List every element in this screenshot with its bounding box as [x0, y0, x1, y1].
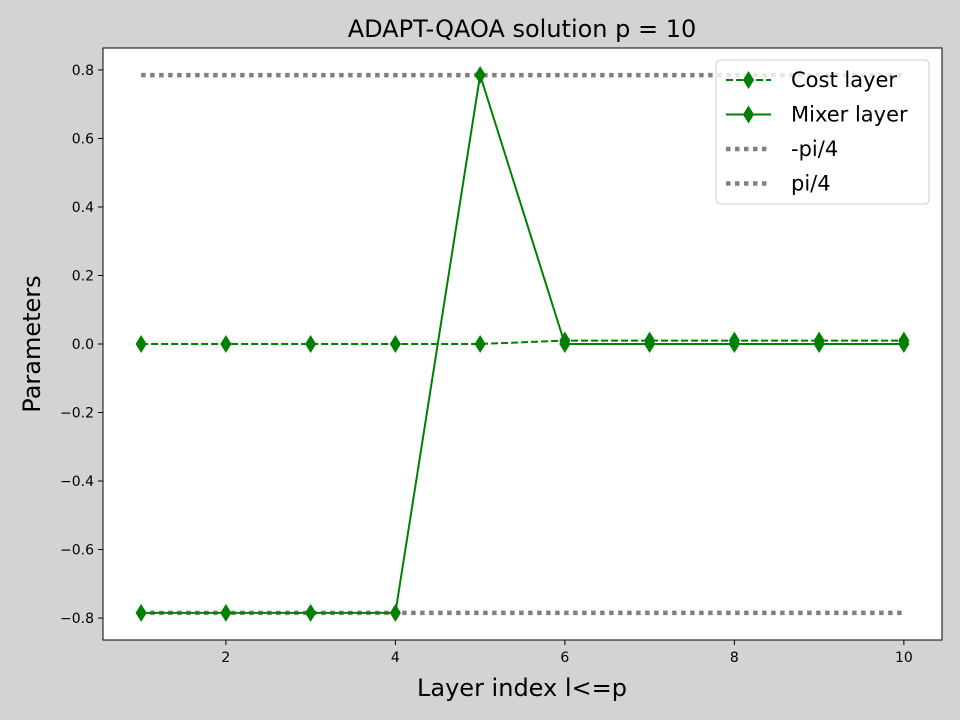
legend-marker: [742, 71, 755, 89]
y-tick-label: 0.0: [72, 337, 94, 353]
legend-entry: pi/4: [726, 172, 831, 196]
y-tick-label: 0.8: [72, 63, 94, 79]
chart-title: ADAPT-QAOA solution p = 10: [348, 15, 697, 43]
series-cost-layer: [135, 331, 910, 353]
data-point-marker: [474, 335, 486, 353]
x-tick-label: 6: [560, 650, 569, 666]
data-point-marker: [898, 331, 910, 350]
x-tick-label: 4: [391, 650, 400, 666]
legend-box: [715, 59, 930, 205]
y-axis-ticks: −0.8 −0.6 −0.4 −0.2 0.0 0.2 0.4 0.6 0.8: [60, 63, 103, 627]
y-tick-label: −0.4: [60, 474, 94, 490]
legend-marker: [742, 105, 755, 124]
data-point-marker: [305, 603, 317, 622]
legend-label: -pi/4: [791, 137, 838, 161]
data-point-marker: [728, 331, 740, 350]
data-point-marker: [135, 335, 147, 353]
x-axis-ticks: 2 4 6 8 10: [221, 640, 913, 666]
legend: Cost layer Mixer layer -pi/4 pi/4: [715, 59, 930, 205]
plot-frame: [102, 47, 943, 641]
x-tick-label: 8: [730, 650, 739, 666]
legend-label: pi/4: [791, 172, 831, 196]
series-layer: [135, 66, 910, 622]
legend-label: Cost layer: [791, 68, 897, 92]
y-tick-label: −0.8: [60, 611, 94, 627]
data-point-marker: [474, 66, 486, 85]
data-point-marker: [813, 331, 825, 350]
legend-entry: -pi/4: [726, 137, 838, 161]
series-line: [141, 339, 904, 345]
legend-entry: Mixer layer: [726, 103, 908, 127]
data-point-marker: [389, 603, 401, 622]
data-point-marker: [305, 335, 317, 353]
series-line: [141, 74, 904, 614]
y-tick-label: −0.2: [60, 406, 94, 422]
data-point-marker: [220, 603, 232, 622]
y-tick-label: 0.2: [72, 268, 94, 284]
x-tick-label: 2: [221, 650, 230, 666]
data-point-marker: [220, 335, 232, 353]
legend-entry: Cost layer: [726, 68, 897, 92]
y-tick-label: 0.4: [72, 200, 94, 216]
data-point-marker: [135, 603, 147, 622]
data-point-marker: [644, 331, 656, 350]
y-tick-label: −0.6: [60, 543, 94, 559]
legend-label: Mixer layer: [791, 103, 908, 127]
data-point-marker: [559, 331, 571, 350]
x-tick-label: 10: [895, 650, 913, 666]
y-tick-label: 0.6: [72, 131, 94, 147]
data-point-marker: [389, 335, 401, 353]
y-axis-label: Parameters: [18, 275, 46, 412]
x-axis-label: Layer index l<=p: [417, 674, 627, 702]
